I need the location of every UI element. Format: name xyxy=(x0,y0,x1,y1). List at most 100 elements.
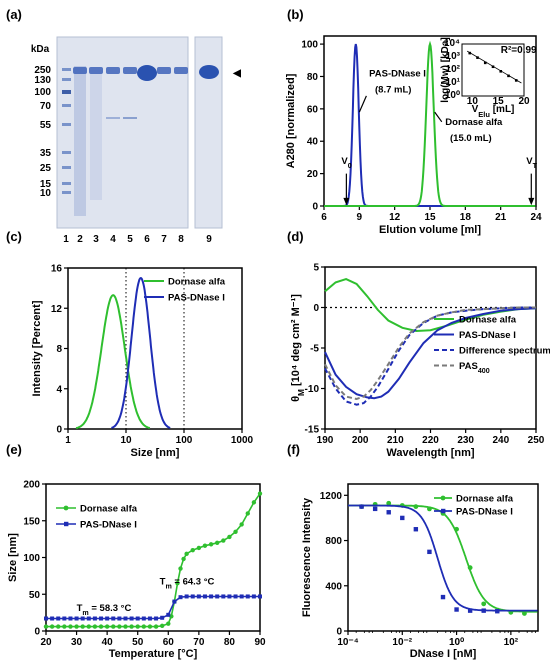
thermal-point xyxy=(86,616,91,621)
thermal-point xyxy=(184,551,189,557)
thermal-point xyxy=(178,566,183,571)
thermal-point xyxy=(50,616,55,621)
sec-inset-ytick: 10⁰ xyxy=(445,90,460,101)
gel-lane-number: 1 xyxy=(63,234,69,245)
thermal-point xyxy=(129,616,134,621)
thermal-tm-label-sub: m xyxy=(165,583,171,591)
thermal-xtick: 90 xyxy=(254,637,266,648)
thermal-point xyxy=(215,594,220,599)
cd-series-line xyxy=(324,306,536,401)
thermal-point xyxy=(239,522,244,527)
panel-label: (b) xyxy=(287,7,304,22)
gel-marker-band xyxy=(62,104,71,107)
gel-band-heavy xyxy=(137,65,157,81)
dls-ytick: 16 xyxy=(51,264,63,275)
activity-xtick: 10⁰ xyxy=(449,637,464,648)
thermal-point xyxy=(154,616,159,621)
gel-band-main xyxy=(123,67,137,74)
thermal-point xyxy=(123,624,128,629)
thermal-xtick: 20 xyxy=(40,637,52,648)
thermal-point xyxy=(135,624,140,629)
panel-label: (e) xyxy=(6,442,22,457)
thermal-point xyxy=(227,594,232,599)
thermal-ytick: 200 xyxy=(23,480,40,491)
thermal-point xyxy=(117,616,122,621)
gel-band-main xyxy=(106,67,120,74)
cd-legend-label: Difference spectrum xyxy=(459,346,550,357)
activity-point xyxy=(467,608,473,613)
thermal-point xyxy=(166,612,171,617)
thermal-tm-label-sub: m xyxy=(82,609,88,617)
sec-inset-point xyxy=(476,56,479,59)
sec-annotation-arrow xyxy=(358,95,367,113)
sec-annotation: (15.0 mL) xyxy=(450,133,492,144)
sec-inset-point xyxy=(499,70,503,73)
thermal-point xyxy=(221,594,226,599)
activity-point xyxy=(386,510,391,515)
cd-legend-label: PAS-DNase I xyxy=(459,330,516,341)
activity-xtick: 10⁻⁴ xyxy=(337,637,358,648)
sec-inset-ylabel: log(Mw) [kDa] xyxy=(440,37,451,103)
thermal-point xyxy=(80,616,85,621)
gel-lane-smear xyxy=(90,70,102,200)
gel-band-main xyxy=(157,67,171,74)
dls-xtick: 1000 xyxy=(231,435,254,446)
gel-lane-number: 3 xyxy=(93,234,99,245)
gel-marker-label: 70 xyxy=(40,101,52,112)
thermal-point xyxy=(251,594,256,599)
sec-ytick: 80 xyxy=(307,72,319,83)
dls-ylabel: Intensity [Percent] xyxy=(31,300,43,396)
activity-point xyxy=(495,609,500,614)
thermal-tm-label: Tm = 58.3 °C xyxy=(77,603,132,617)
thermal-point xyxy=(190,594,195,599)
thermal-point xyxy=(56,616,61,621)
thermal-point xyxy=(135,616,140,621)
thermal-point xyxy=(175,581,180,586)
sec-inset-xlabel-sub: Elu xyxy=(478,110,490,119)
gel-marker-label: 55 xyxy=(40,120,52,131)
dls-xtick: 10 xyxy=(120,435,132,446)
sec-marker-arrowhead xyxy=(528,197,535,206)
gel-band-minor xyxy=(123,117,137,119)
thermal-point xyxy=(233,594,238,599)
thermal-tm-label-rest: = 58.3 °C xyxy=(89,603,132,614)
gel-lane-number: 4 xyxy=(110,234,116,245)
gel-marker-band xyxy=(62,151,71,154)
sec-marker-label-sub: 0 xyxy=(348,162,352,170)
sec-inset-r2: R²=0.99 xyxy=(501,45,537,56)
gel-marker-label: 10 xyxy=(40,188,52,199)
thermal-point xyxy=(129,624,134,629)
thermal-point xyxy=(227,534,232,540)
activity-point xyxy=(454,526,459,532)
gel-band-main xyxy=(73,67,87,74)
dls-series-line xyxy=(111,277,171,429)
cd-xtick: 200 xyxy=(352,435,369,446)
thermal-point xyxy=(196,545,202,551)
activity-xtick: 10² xyxy=(504,637,519,648)
activity-point xyxy=(400,515,405,521)
sec-inset-frame xyxy=(461,43,525,97)
thermal-point xyxy=(62,616,67,621)
activity-point xyxy=(427,549,432,555)
gel-marker-band xyxy=(62,90,71,94)
thermal-xtick: 70 xyxy=(193,637,205,648)
sec-marker-label-main: V xyxy=(341,156,348,167)
thermal-point xyxy=(49,624,55,629)
thermal-point xyxy=(202,594,207,599)
gel-marker-band xyxy=(62,166,71,169)
cd-xtick: 220 xyxy=(422,435,439,446)
cd-ytick: -10 xyxy=(305,384,320,395)
sec-inset-xlabel-main: V xyxy=(472,104,479,115)
thermal-point xyxy=(178,595,183,600)
sec-inset-ytick: 10³ xyxy=(446,51,461,62)
cd-legend-label-main: PAS xyxy=(459,361,478,372)
thermal-point xyxy=(202,543,208,548)
thermal-point xyxy=(117,624,122,629)
activity-ytick: 1200 xyxy=(320,491,343,502)
activity-xtick: 10⁻² xyxy=(392,637,412,648)
thermal-legend-label: PAS-DNase I xyxy=(80,520,137,531)
sec-ylabel: A280 [normalized] xyxy=(285,73,297,168)
cd-xtick: 210 xyxy=(387,435,404,446)
gel-band-minor xyxy=(106,117,120,119)
dls-series-line xyxy=(75,294,151,430)
